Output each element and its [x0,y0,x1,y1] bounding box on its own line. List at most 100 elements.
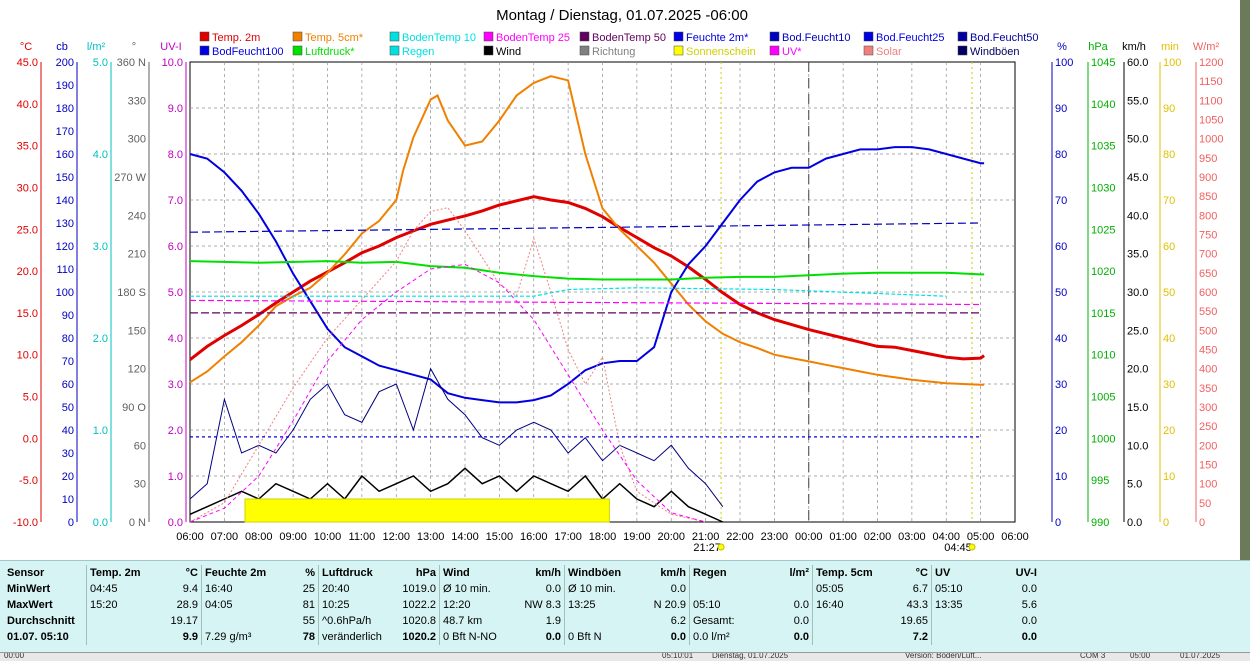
tick-label-right: 100 [1055,57,1073,69]
cell: 81 [302,599,315,611]
legend-swatch [579,45,590,56]
cell: 16:40 [201,581,282,597]
legend-label: BodenTemp 10 [402,32,476,44]
tick-label-left: 3.0 [168,379,183,391]
cell [86,613,159,629]
cell: 04:45 [86,581,159,597]
tick-label-right: 400 [1199,364,1217,376]
tick-label-left: 200 [56,57,74,69]
tick-label-right: 1015 [1091,308,1115,320]
tick-label-right: 850 [1199,191,1217,203]
sunrise-marker [968,543,976,551]
tick-label-right: 990 [1091,517,1109,529]
tick-label-left: 330 [128,95,146,107]
x-tick-label: 01:00 [829,531,857,543]
tick-label-right: 1200 [1199,57,1223,69]
legend-swatch [199,31,210,42]
cell: Ø 10 min. [564,581,641,597]
tick-label-left: 150 [56,172,74,184]
stats-row-current: 01.07. 05:10 9.9 7.29 g/m³ 78 veränderli… [4,629,1040,645]
tick-label-right: 70 [1163,195,1175,207]
cell: 6.7 [912,583,928,595]
cell: 0.0 [793,631,809,643]
chart-svg: Montag / Dienstag, 01.07.2025 -06:00 Temp… [13,7,1224,554]
x-tick-label: 22:00 [726,531,754,543]
tick-label-right: 70 [1055,195,1067,207]
tick-label-right: 450 [1199,345,1217,357]
series-line [189,207,706,523]
header-temp5cm-unit: °C [915,567,928,579]
tick-label-left: 1.0 [93,425,108,437]
x-tick-label: 14:00 [451,531,479,543]
tick-label-left: 50 [62,402,74,414]
tick-label-left: 60 [62,379,74,391]
tick-label-left: 160 [56,149,74,161]
x-tick-label: 07:00 [211,531,239,543]
header-feuchte-unit: % [305,567,315,579]
cell: 04:05 [201,597,282,613]
tick-label-left: 130 [56,218,74,230]
cell: 1022.2 [402,599,436,611]
tick-label-right: 150 [1199,460,1217,472]
header-sensor: Sensor [7,567,45,579]
header-wind-unit: km/h [535,567,561,579]
cell: 48.7 km [439,613,516,629]
legend-swatch [389,45,400,56]
cell [762,581,813,597]
tick-label-left: 170 [56,126,74,138]
legend-label: Bod.Feucht10 [782,32,851,44]
cell [931,613,998,629]
tick-label-left: 20 [62,471,74,483]
status-clock: 05:00 [1130,652,1151,660]
tick-label-left: 30 [134,479,146,491]
tick-label-left: 0 [68,517,74,529]
cell: 0.0 [793,615,809,627]
cell: 19.65 [900,615,928,627]
axis-unit-right: min [1161,41,1179,53]
tick-label-right: 60 [1055,241,1067,253]
x-tick-label: 10:00 [314,531,342,543]
tick-label-right: 80 [1055,149,1067,161]
tick-label-left: 15.0 [17,308,38,320]
tick-label-left: 0.0 [93,517,108,529]
statistics-table: Sensor Temp. 2m °C Feuchte 2m % Luftdruc… [4,565,1040,645]
x-tick-label: 20:00 [657,531,685,543]
legend-swatch [863,45,874,56]
header-luftdruck-unit: hPa [415,567,436,579]
legend-label: Temp. 5cm* [305,32,364,44]
legend-swatch [389,31,400,42]
tick-label-left: 240 [128,210,146,222]
x-tick-label: 15:00 [486,531,514,543]
cell: 12:20 [439,597,516,613]
legend-swatch [673,31,684,42]
tick-label-left: 180 [56,103,74,115]
cell [812,629,893,645]
cell: 78 [302,631,315,643]
tick-label-right: 300 [1199,402,1217,414]
series-line [189,299,981,306]
cell [564,613,641,629]
tick-label-right: 40 [1163,333,1175,345]
tick-label-left: 0.0 [23,433,38,445]
cell: 15:20 [86,597,159,613]
tick-label-right: 1025 [1091,224,1115,236]
tick-label-left: 30 [62,448,74,460]
cell: 1019.0 [402,583,436,595]
axis-unit-right: hPa [1088,41,1108,53]
x-tick-label: 11:00 [349,531,376,543]
legend-label: BodFeucht100 [212,46,284,58]
header-uv-unit: UV-I [1015,567,1037,579]
tick-label-right: 600 [1199,287,1217,299]
cell: 0 Bft N [564,629,641,645]
cell: 05:10 [689,597,762,613]
tick-label-left: 2.0 [168,425,183,437]
tick-label-right: 10 [1055,471,1067,483]
legend-swatch [579,31,590,42]
cell: 16:40 [812,597,893,613]
cell: 13:25 [564,597,641,613]
cell [689,581,762,597]
tick-label-left: 10.0 [162,57,183,69]
x-tick-label: 03:00 [898,531,926,543]
legend-label: BodenTemp 25 [496,32,570,44]
cell: 55 [302,615,315,627]
